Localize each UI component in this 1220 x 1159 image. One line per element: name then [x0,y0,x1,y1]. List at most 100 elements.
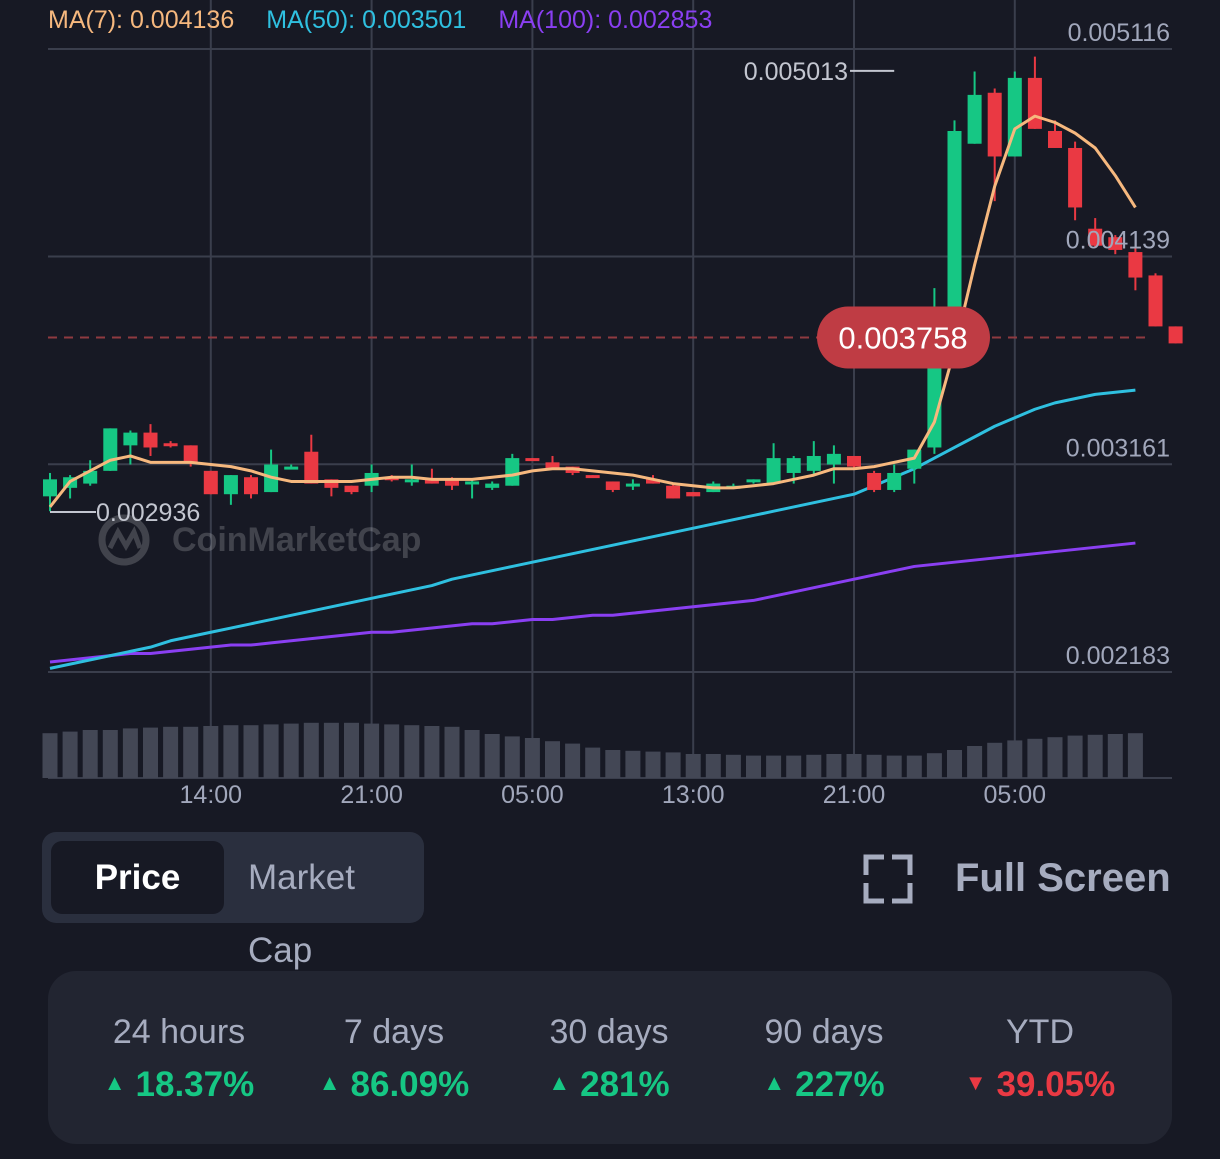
volume-bar [82,730,98,778]
volume-bar [42,733,58,778]
candle-body [485,483,500,488]
volume-bar [183,726,199,778]
stat-value: ▲ 86.09% [284,1065,504,1105]
full-screen-button[interactable]: Full Screen [955,856,1171,900]
candle-body [1048,130,1062,148]
candle-body [143,432,158,448]
volume-bar [203,726,219,778]
volume-bar [786,755,802,778]
badge-background [817,306,990,369]
stat-label: 90 days [764,1013,884,1051]
stat-value: ▲ 281% [499,1065,719,1105]
volume-bar [846,754,862,778]
ma100-line [49,541,1136,664]
high-marker-label: 0.005013 [744,58,848,86]
candle-body [766,458,781,484]
candle-body [1068,147,1083,208]
volume-bar [122,728,138,778]
candle-body [183,445,198,463]
volume-bar [565,743,581,778]
candle-body [686,492,701,497]
volume-bar [323,722,339,778]
candle-body [1027,77,1042,129]
volume-bar [766,755,782,778]
ma100-path [49,541,1136,664]
volume-bar [364,723,380,778]
candle-body [1108,237,1123,250]
triangle-down-icon: ▼ [964,1069,987,1095]
stat-value-text: 281% [580,1065,670,1104]
volume-bar [524,738,540,778]
volume-bar [605,750,621,778]
y-tick-label: 0.005116 [1068,19,1170,47]
candle-body [786,458,801,473]
volume-bar [163,726,179,778]
candle-body [947,130,962,329]
candle-body [505,458,520,486]
chart-grid [48,0,1172,779]
candle-body [987,92,1002,157]
watermark-text: CoinMarketCap [172,521,421,559]
volume-bar [504,736,520,778]
candle-body [746,479,761,483]
ma-legend: MA(7): 0.004136 MA(50): 0.003501 MA(100)… [48,6,712,35]
candle-body [324,479,339,488]
candle-body [826,453,841,465]
volume-bar [806,754,822,778]
volume-bar [665,752,681,778]
volume-bar [866,754,882,778]
volume-bar [62,731,78,778]
y-tick-label: 0.003161 [1066,434,1170,462]
volume-bar [967,746,983,778]
fullscreen-icon[interactable] [862,853,914,905]
stat-value: ▲ 227% [714,1065,934,1105]
volume-bar [947,750,962,778]
volume-bar [705,754,721,778]
ma50-legend: MA(50): 0.003501 [266,6,467,34]
volume-bar [283,723,299,778]
candle-body [1168,326,1183,344]
candle-body [867,472,882,490]
y-axis: 0.005116 0.004139 0.003161 0.002183 [1066,19,1170,670]
volume-bar [484,734,500,778]
volume-bar [1027,738,1043,778]
volume-bar [303,722,319,778]
market-cap-tab[interactable]: Market Cap [248,858,355,970]
stat-value: ▼ 39.05% [930,1065,1150,1105]
x-tick-label: 05:00 [984,781,1047,809]
stat-label: YTD [1006,1013,1074,1051]
current-price-badge: 0.003758 [817,306,990,369]
ma50-path [49,388,1136,670]
triangle-up-icon: ▲ [763,1069,786,1095]
volume-bar [1067,735,1083,778]
coinmarketcap-watermark: CoinMarketCap [98,514,421,566]
volume-bar [344,722,359,778]
stat-value-text: 18.37% [135,1065,255,1104]
stat-value-text: 39.05% [996,1065,1116,1104]
candle-body [545,462,560,469]
candles [43,56,1183,512]
volume-bar [1127,733,1143,778]
x-tick-label: 05:00 [501,781,564,809]
ma100-legend: MA(100): 0.002853 [498,6,713,34]
low-marker-label: 0.002936 [96,499,200,527]
volume-bar [384,724,400,778]
candle-body [525,458,540,462]
volume-bar [585,747,601,778]
price-tab[interactable]: Price [51,841,224,914]
candle-body [284,466,299,470]
x-tick-label: 13:00 [662,781,725,809]
stat-label: 30 days [549,1013,669,1051]
stat-ytd: YTD ▼ 39.05% [930,1013,1150,1105]
volume-bar [987,742,1003,778]
volume-bar [685,754,701,778]
candle-body [203,470,218,495]
stat-value-text: 86.09% [350,1065,470,1104]
volume-bar [1107,734,1123,778]
candle-body [344,485,359,493]
volume-bar [263,724,279,778]
volume-bar [906,755,922,778]
volume-bar [243,725,259,778]
candle-body [123,432,138,446]
